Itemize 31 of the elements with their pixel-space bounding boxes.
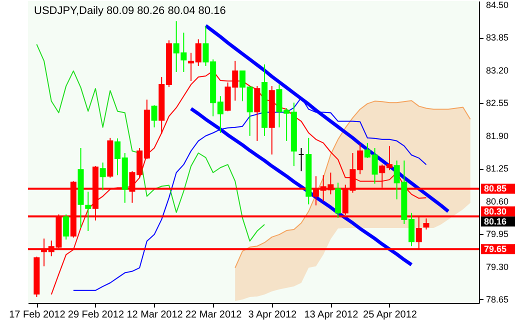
candlestick bbox=[63, 214, 70, 240]
chart-title: USDJPY,Daily 80.09 80.26 80.04 80.16 bbox=[34, 5, 226, 17]
y-tick-label: 79.30 bbox=[486, 262, 509, 272]
y-tick-label: 80.60 bbox=[486, 196, 509, 206]
x-tick-label: 29 Feb 2012 bbox=[68, 310, 124, 320]
y-tick-label: 84.50 bbox=[486, 0, 509, 10]
y-tick-label: 81.90 bbox=[486, 130, 509, 141]
ref-line-label: 80.30 bbox=[484, 206, 507, 216]
candlestick bbox=[151, 104, 158, 128]
candlestick bbox=[298, 147, 304, 172]
candlestick bbox=[100, 162, 106, 191]
y-tick-label: 83.20 bbox=[486, 65, 509, 76]
x-tick-label: 13 Apr 2012 bbox=[304, 310, 359, 320]
x-tick-label: 25 Apr 2012 bbox=[363, 310, 418, 320]
x-tick-label: 12 Mar 2012 bbox=[126, 310, 184, 320]
y-tick-label: 79.95 bbox=[486, 229, 509, 240]
x-tick-label: 17 Feb 2012 bbox=[9, 310, 66, 320]
y-tick-label: 82.55 bbox=[486, 98, 509, 108]
text: 80.16 bbox=[484, 216, 507, 226]
line-series bbox=[234, 100, 471, 268]
line-series bbox=[36, 44, 266, 242]
candlestick bbox=[85, 191, 92, 232]
ref-line-label: 80.85 bbox=[484, 184, 507, 194]
line-series bbox=[189, 106, 414, 266]
x-tick-label: 22 Mar 2012 bbox=[185, 310, 242, 320]
y-tick-label: 81.25 bbox=[486, 164, 509, 174]
x-tick-label: 3 Apr 2012 bbox=[248, 310, 297, 320]
candlestick bbox=[254, 86, 260, 142]
y-tick-label: 78.65 bbox=[486, 294, 509, 304]
ref-line-label: 79.65 bbox=[484, 244, 507, 254]
y-tick-label: 83.85 bbox=[486, 32, 509, 43]
